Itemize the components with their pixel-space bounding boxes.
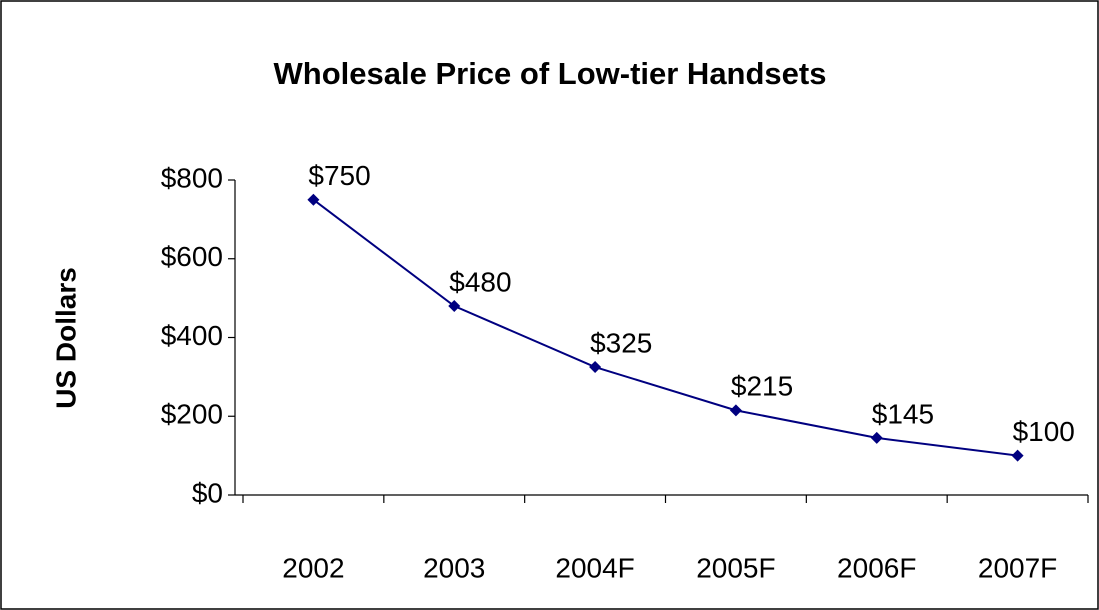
data-label: $100 (1013, 416, 1075, 447)
y-tick-label: $800 (161, 162, 223, 193)
marker (589, 361, 602, 374)
y-tick-label: $600 (161, 241, 223, 272)
marker (870, 431, 883, 444)
chart-title: Wholesale Price of Low-tier Handsets (274, 56, 827, 91)
x-tick-label: 2005F (696, 552, 775, 583)
data-label: $480 (449, 266, 511, 297)
y-tick-label: $200 (161, 399, 223, 430)
x-tick-label: 2007F (978, 552, 1057, 583)
marker (307, 193, 320, 206)
y-axis-label: US Dollars (50, 267, 81, 409)
data-label: $750 (308, 160, 370, 191)
x-tick-label: 2003 (423, 552, 485, 583)
marker (448, 300, 461, 312)
x-tick-label: 2004F (555, 552, 634, 583)
data-label: $325 (590, 327, 652, 358)
marker (729, 404, 742, 417)
data-label: $145 (872, 398, 934, 429)
y-tick-label: $400 (161, 320, 223, 351)
x-tick-label: 2006F (837, 552, 916, 583)
line (312, 198, 1018, 457)
marker (1011, 449, 1024, 462)
data-label: $215 (731, 371, 793, 402)
x-tick-label: 2002 (282, 552, 344, 583)
y-tick-label: $0 (192, 477, 223, 508)
